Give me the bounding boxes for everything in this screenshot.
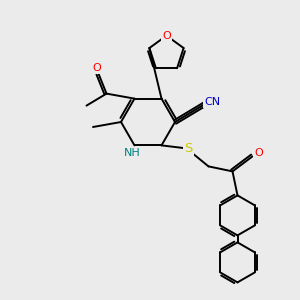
Text: O: O [92,63,101,73]
Text: O: O [254,148,263,158]
Text: S: S [184,142,193,155]
Text: NH: NH [124,148,141,158]
Text: O: O [162,31,171,40]
Text: CN: CN [204,97,220,107]
